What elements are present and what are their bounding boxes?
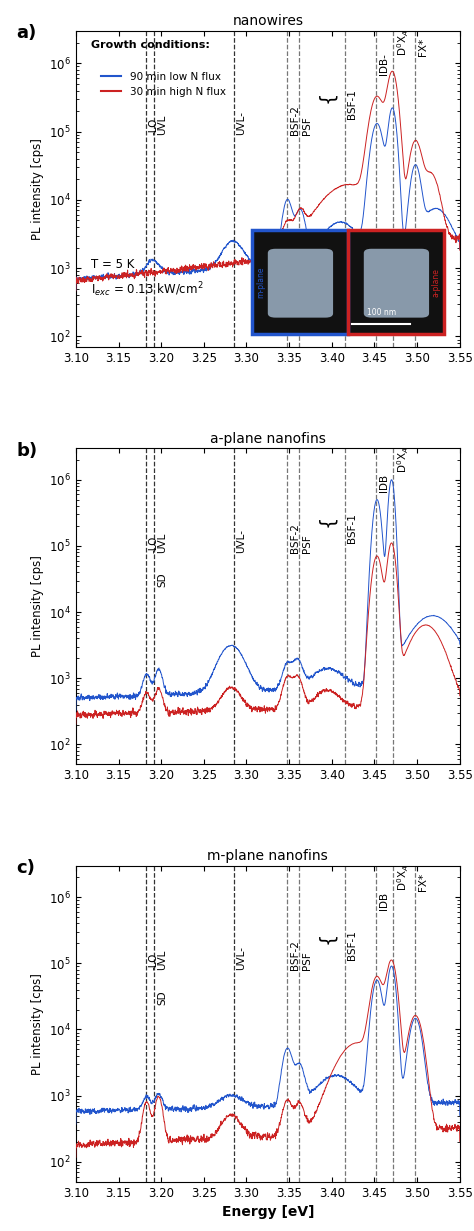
Text: D$^0$X$_{A}$: D$^0$X$_{A}$ bbox=[396, 864, 411, 891]
Text: SD: SD bbox=[157, 990, 167, 1004]
Text: -LO: -LO bbox=[148, 118, 158, 135]
Text: UVL: UVL bbox=[157, 949, 167, 970]
Text: BSF-1: BSF-1 bbox=[347, 513, 357, 543]
Legend: 90 min low N flux, 30 min high N flux: 90 min low N flux, 30 min high N flux bbox=[96, 68, 230, 101]
Text: IDB-: IDB- bbox=[379, 53, 389, 75]
Title: m-plane nanofins: m-plane nanofins bbox=[208, 849, 328, 863]
Text: {: { bbox=[317, 932, 336, 944]
Text: IDB: IDB bbox=[379, 474, 389, 492]
Text: FX*: FX* bbox=[418, 38, 428, 57]
Text: c): c) bbox=[16, 859, 35, 878]
Text: D$^0$X$_{A}$: D$^0$X$_{A}$ bbox=[396, 30, 411, 57]
Title: a-plane nanofins: a-plane nanofins bbox=[210, 432, 326, 446]
Text: BSF-1: BSF-1 bbox=[347, 931, 357, 960]
Text: UVL: UVL bbox=[157, 114, 167, 135]
Text: PSF: PSF bbox=[302, 117, 312, 135]
Y-axis label: PL intensity [cps]: PL intensity [cps] bbox=[31, 555, 44, 657]
Text: T = 5 K: T = 5 K bbox=[91, 259, 135, 272]
Text: -LO: -LO bbox=[148, 535, 158, 553]
Text: a): a) bbox=[16, 25, 36, 42]
Text: BSF-2: BSF-2 bbox=[290, 523, 300, 553]
Text: PSF: PSF bbox=[302, 952, 312, 970]
Text: UVL-: UVL- bbox=[236, 945, 246, 970]
Text: BSF-2: BSF-2 bbox=[290, 105, 300, 135]
Text: BSF-2: BSF-2 bbox=[290, 940, 300, 970]
X-axis label: Energy [eV]: Energy [eV] bbox=[221, 1205, 314, 1219]
Text: IDB: IDB bbox=[379, 891, 389, 910]
Text: b): b) bbox=[16, 442, 37, 460]
Text: {: { bbox=[317, 515, 336, 527]
Text: UVL-: UVL- bbox=[236, 111, 246, 135]
Text: FX*: FX* bbox=[418, 873, 428, 891]
Text: D$^0$X$_{A}$: D$^0$X$_{A}$ bbox=[396, 447, 411, 474]
Text: PSF: PSF bbox=[302, 534, 312, 553]
Text: BSF-1: BSF-1 bbox=[347, 90, 357, 119]
Title: nanowires: nanowires bbox=[232, 15, 303, 28]
Text: UVL: UVL bbox=[157, 532, 167, 553]
Text: {: { bbox=[317, 91, 336, 103]
Text: -LO: -LO bbox=[148, 953, 158, 970]
Text: I$_{exc}$ = 0.13 kW/cm$^2$: I$_{exc}$ = 0.13 kW/cm$^2$ bbox=[91, 281, 204, 299]
Text: UVL-: UVL- bbox=[236, 528, 246, 553]
Text: SD: SD bbox=[157, 572, 167, 587]
Text: Growth conditions:: Growth conditions: bbox=[91, 41, 210, 50]
Y-axis label: PL intensity [cps]: PL intensity [cps] bbox=[31, 138, 44, 240]
Y-axis label: PL intensity [cps]: PL intensity [cps] bbox=[31, 972, 44, 1075]
